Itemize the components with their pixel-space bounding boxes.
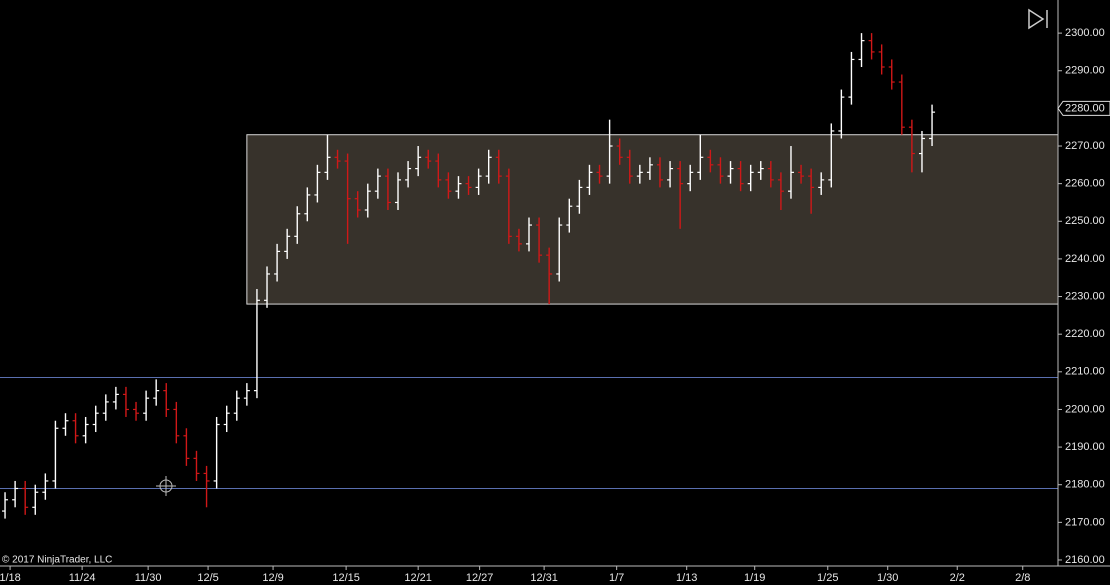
y-tick-label: 2170.00 bbox=[1065, 516, 1105, 528]
y-tick-label: 2190.00 bbox=[1065, 441, 1105, 453]
y-tick-label: 2200.00 bbox=[1065, 403, 1105, 415]
rectangle-zone bbox=[246, 134, 1059, 305]
y-tick-label: 2240.00 bbox=[1065, 253, 1105, 265]
plot-area bbox=[0, 33, 1059, 519]
crosshair-icon bbox=[156, 476, 176, 496]
x-tick-label: 2/2 bbox=[950, 572, 965, 584]
x-tick-label: 12/27 bbox=[466, 572, 494, 584]
x-tick-label: 1/13 bbox=[676, 572, 697, 584]
last-price-label: 2280.00 bbox=[1065, 102, 1105, 114]
x-tick-label: 12/5 bbox=[197, 572, 218, 584]
x-tick-label: 1/7 bbox=[609, 572, 624, 584]
y-tick-label: 2230.00 bbox=[1065, 290, 1105, 302]
x-tick-label: 1/25 bbox=[817, 572, 838, 584]
footer: © 2017 NinjaTrader, LLC bbox=[2, 555, 112, 566]
x-tick-label: 12/9 bbox=[262, 572, 283, 584]
y-tick-label: 2270.00 bbox=[1065, 140, 1105, 152]
y-tick-label: 2160.00 bbox=[1065, 554, 1105, 566]
last-price-marker bbox=[1057, 100, 1110, 116]
x-tick-label: 11/30 bbox=[135, 572, 162, 584]
y-tick-label: 2260.00 bbox=[1065, 178, 1105, 190]
x-tick-label: 12/21 bbox=[404, 572, 432, 584]
x-tick-label: 1/18 bbox=[0, 572, 21, 584]
y-tick-label: 2300.00 bbox=[1065, 27, 1105, 39]
y-tick-label: 2180.00 bbox=[1065, 479, 1105, 491]
x-tick-label: 11/24 bbox=[69, 572, 96, 584]
x-tick-label: 2/8 bbox=[1015, 572, 1030, 584]
x-tick-label: 1/19 bbox=[744, 572, 765, 584]
x-tick-label: 12/31 bbox=[530, 572, 558, 584]
play-to-end-button[interactable] bbox=[1028, 8, 1048, 30]
x-tick-label: 12/15 bbox=[332, 572, 360, 584]
y-tick-label: 2290.00 bbox=[1065, 65, 1105, 77]
y-tick-label: 2220.00 bbox=[1065, 328, 1105, 340]
y-tick-label: 2210.00 bbox=[1065, 366, 1105, 378]
y-tick-label: 2250.00 bbox=[1065, 215, 1105, 227]
x-tick-label: 1/30 bbox=[877, 572, 898, 584]
